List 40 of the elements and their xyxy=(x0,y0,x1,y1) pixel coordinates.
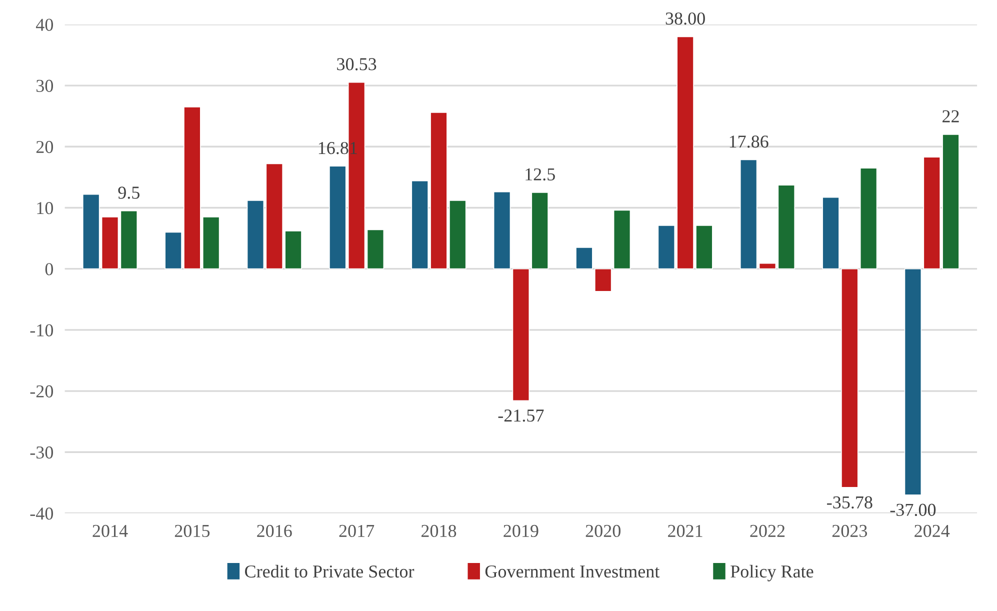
legend-label: Policy Rate xyxy=(730,564,814,582)
data-label: 9.5 xyxy=(118,186,140,199)
x-tick-label: 2018 xyxy=(421,524,456,538)
bar xyxy=(758,262,776,270)
y-tick-label: -30 xyxy=(30,446,54,459)
y-tick-label: 10 xyxy=(37,202,54,214)
data-label: -21.57 xyxy=(498,410,544,422)
bar xyxy=(101,216,119,270)
bar xyxy=(120,210,138,270)
y-tick-label: 0 xyxy=(45,263,54,276)
y-tick-label: -10 xyxy=(30,324,54,336)
x-tick-label: 2022 xyxy=(750,524,785,538)
y-tick-label: -20 xyxy=(30,385,54,398)
data-label: 17.86 xyxy=(730,136,768,148)
data-label: 30.53 xyxy=(337,58,376,70)
x-tick-label: 2014 xyxy=(92,524,128,538)
data-label: 38.00 xyxy=(666,12,705,25)
y-tick-label: 20 xyxy=(36,140,54,154)
x-tick-label: 2020 xyxy=(586,524,620,538)
x-tick-label: 2015 xyxy=(174,524,210,538)
x-tick-label: 2021 xyxy=(668,524,702,538)
y-tick-label: 40 xyxy=(36,18,54,31)
x-tick-label: 2023 xyxy=(832,524,868,538)
data-label: -37.00 xyxy=(890,504,936,516)
data-label: 12.5 xyxy=(526,168,555,181)
bar xyxy=(82,194,100,270)
x-tick-label: 2024 xyxy=(914,524,950,538)
bar xyxy=(493,191,511,270)
bar xyxy=(778,184,796,270)
y-tick-label: -40 xyxy=(30,507,54,520)
x-tick-label: 2016 xyxy=(257,524,292,538)
x-tick-label: 2017 xyxy=(339,524,374,538)
bar xyxy=(740,159,758,270)
x-tick-label: 2019 xyxy=(504,524,538,538)
bar xyxy=(366,229,384,270)
data-label: 22 xyxy=(942,110,959,122)
legend-label: Government Investment xyxy=(485,565,660,578)
data-label: -35.78 xyxy=(827,496,872,509)
y-tick-label: 30 xyxy=(36,80,54,92)
legend-label: Credit to Private Sector xyxy=(245,564,414,578)
